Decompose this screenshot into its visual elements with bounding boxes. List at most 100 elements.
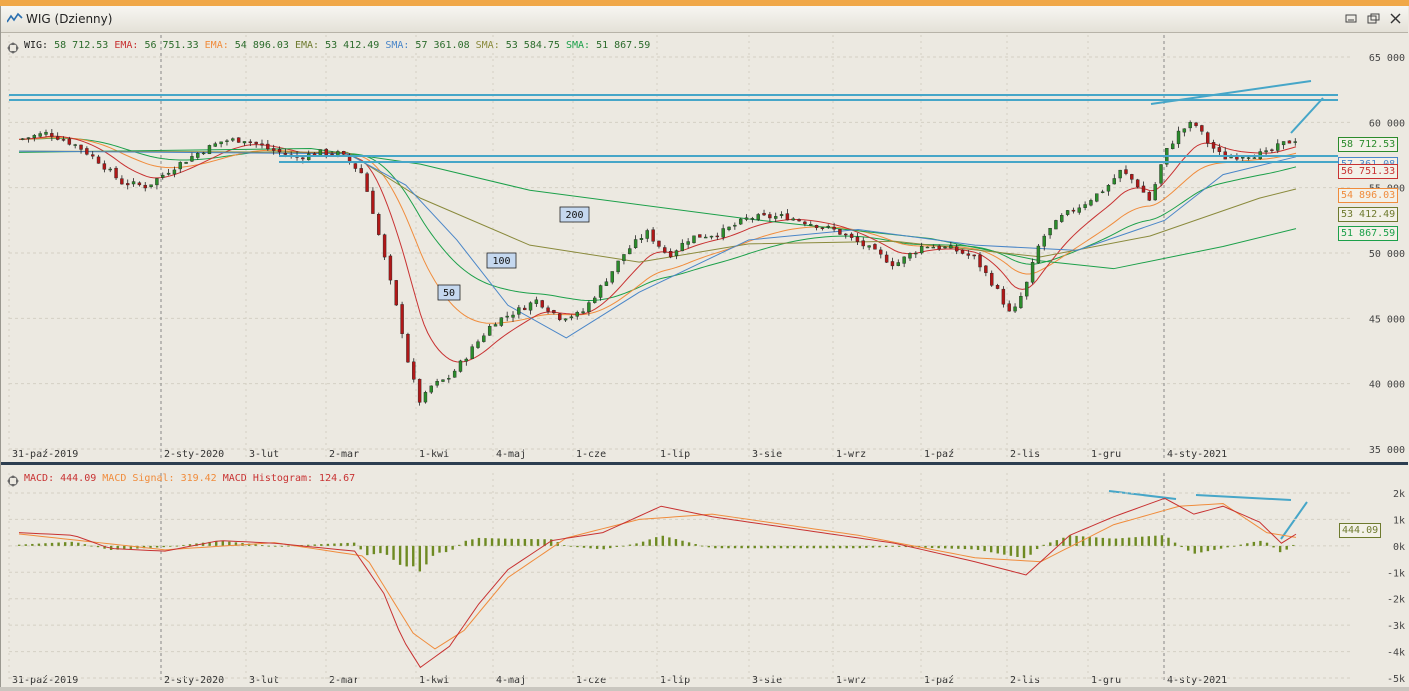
restore-button[interactable]: [1367, 13, 1380, 24]
candle-up: [1019, 296, 1023, 308]
macd-trendline-2[interactable]: [1195, 494, 1292, 501]
candle-up: [919, 246, 924, 254]
macd-histogram-bar: [418, 545, 422, 572]
trendline-breakout[interactable]: [1290, 97, 1324, 134]
candle-down: [277, 149, 282, 153]
candle-up: [1241, 157, 1245, 159]
period-marker-box[interactable]: [437, 284, 461, 301]
close-button[interactable]: [1389, 13, 1402, 24]
macd-histogram-bar: [18, 544, 21, 546]
macd-signal-line: [18, 503, 1297, 650]
macd-histogram-bar: [779, 545, 783, 549]
macd-histogram-bar: [1127, 537, 1131, 546]
macd-histogram-bar: [103, 545, 106, 549]
macd-histogram-bar: [523, 538, 527, 546]
candle-down: [698, 234, 702, 238]
macd-trendline-breakout[interactable]: [1280, 501, 1308, 540]
candle-up: [587, 302, 591, 313]
candle-down: [785, 213, 790, 221]
macd-histogram-bar: [451, 545, 454, 550]
macd-y-tick-label: -5k: [1387, 674, 1405, 685]
price-panel-move-icon[interactable]: [7, 39, 19, 54]
macd-y-tick-label: -1k: [1387, 568, 1405, 579]
macd-histogram-bar: [497, 538, 500, 546]
macd-histogram-bar: [904, 545, 908, 548]
macd-trendline-1[interactable]: [1108, 490, 1177, 500]
macd-histogram-bar: [306, 544, 310, 546]
macd-histogram-bar: [799, 545, 802, 549]
macd-histogram-bar: [182, 544, 185, 546]
candle-up: [20, 138, 25, 140]
candle-up: [1089, 200, 1093, 206]
candle-up: [645, 230, 649, 239]
macd-histogram-bar: [228, 541, 231, 546]
candle-down: [838, 229, 842, 235]
macd-histogram-bar: [655, 537, 658, 546]
candle-down: [91, 154, 95, 157]
candle-up: [1083, 204, 1087, 208]
candle-up: [201, 152, 206, 155]
macd-histogram-bar: [1239, 544, 1242, 546]
macd-histogram-bar: [83, 544, 87, 546]
candle-down: [1287, 140, 1292, 144]
macd-histogram-bar: [1173, 542, 1177, 546]
candle-up: [733, 224, 737, 227]
macd-panel-move-icon[interactable]: [7, 472, 19, 487]
sma-50-line: [18, 150, 1297, 339]
period-marker-box[interactable]: [559, 206, 590, 223]
legend-value: 56 751.33: [144, 40, 205, 51]
candle-down: [522, 307, 527, 311]
candle-up: [172, 169, 177, 175]
candle-up: [108, 168, 112, 171]
candle-down: [143, 184, 147, 189]
period-marker-box[interactable]: [486, 252, 517, 269]
candle-up: [517, 307, 521, 315]
macd-histogram-bar: [944, 545, 947, 549]
macd-histogram-bar: [1108, 538, 1111, 546]
price-value-box: 54 896.03: [1338, 188, 1399, 203]
candle-up: [482, 335, 486, 342]
macd-histogram-bar: [1095, 537, 1098, 546]
candle-down: [417, 378, 422, 403]
candle-up: [867, 245, 871, 248]
macd-histogram-bar: [1022, 545, 1026, 559]
macd-x-axis-label: 2-mar: [329, 675, 359, 686]
candle-down: [359, 168, 363, 174]
ema-mid-line: [18, 137, 1297, 324]
candle-down: [960, 249, 965, 254]
macd-histogram-bar: [142, 545, 146, 549]
macd-histogram-bar: [602, 545, 605, 550]
candle-up: [1170, 143, 1175, 150]
panel-separator[interactable]: [1, 462, 1408, 465]
macd-x-axis-label: 1-gru: [1091, 675, 1121, 686]
macd-histogram-bar: [582, 545, 586, 548]
candle-up: [1246, 157, 1251, 159]
candle-up: [1106, 185, 1111, 192]
macd-histogram-bar: [484, 538, 487, 546]
macd-histogram-bar: [595, 545, 599, 549]
macd-histogram-bar: [838, 545, 842, 549]
legend-label: SMA:: [565, 40, 597, 51]
macd-histogram-bar: [129, 545, 133, 549]
candle-down: [394, 280, 398, 306]
candle-up: [505, 315, 509, 318]
candle-up: [633, 239, 638, 249]
minimize-button[interactable]: [1345, 13, 1358, 24]
trendline-rising-top[interactable]: [1150, 80, 1312, 105]
macd-histogram-bar: [687, 542, 691, 546]
candle-down: [1130, 174, 1134, 180]
macd-histogram-bar: [957, 545, 960, 549]
macd-histogram-bar: [615, 545, 619, 547]
candle-down: [1235, 156, 1239, 160]
macd-histogram-bar: [707, 545, 710, 548]
candle-up: [680, 242, 685, 252]
candle-up: [610, 271, 614, 283]
macd-histogram-bar: [865, 545, 868, 548]
candle-up: [598, 285, 603, 298]
macd-histogram-bar: [44, 543, 47, 546]
candle-up: [73, 144, 77, 146]
candle-up: [686, 241, 690, 245]
candle-up: [809, 224, 813, 226]
